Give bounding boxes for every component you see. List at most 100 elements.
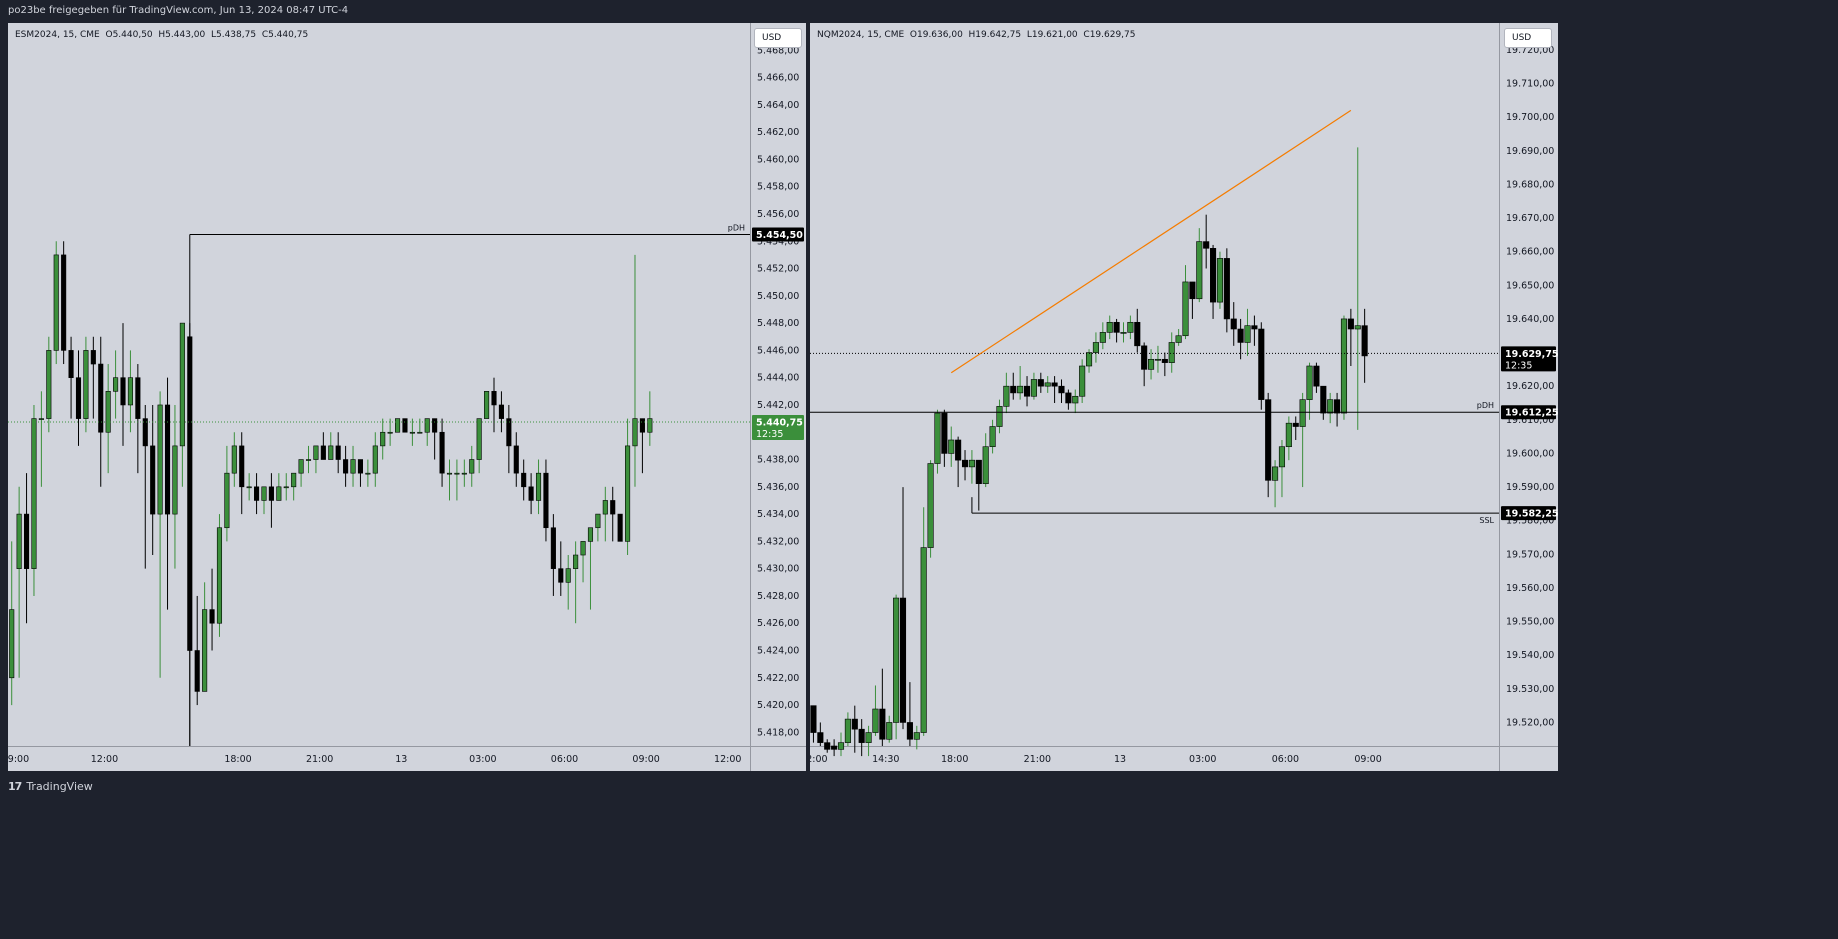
level-price-tag <box>1501 405 1556 420</box>
y-tick-label: 5.434,00 <box>757 509 799 520</box>
candle-down <box>68 350 74 378</box>
y-tick-label: 19.610,00 <box>1506 415 1554 426</box>
y-tick-label: 5.428,00 <box>757 591 799 602</box>
currency-button-es[interactable]: USD <box>754 28 802 48</box>
candle-up <box>948 439 955 454</box>
candle-down <box>1258 328 1265 400</box>
y-tick-label: 5.436,00 <box>757 482 799 493</box>
candle-down <box>879 708 886 740</box>
y-tick-label: 5.458,00 <box>757 182 799 193</box>
candle-down <box>1203 241 1210 249</box>
x-tick-label: 2:00 <box>810 754 828 765</box>
candles <box>9 241 653 746</box>
candle-down <box>1161 358 1168 363</box>
chart-canvas-es[interactable]: 5.468,00 5.466,00 5.464,00 5.462,00 5.460,00… <box>8 23 806 771</box>
candle-down <box>150 445 156 515</box>
y-tick-label: 19.680,00 <box>1506 179 1554 190</box>
y-tick-label: 5.466,00 <box>757 73 799 84</box>
candle-up <box>893 597 900 723</box>
candle-up <box>461 472 467 475</box>
candle-up <box>276 486 282 501</box>
price-scale <box>1499 23 1558 771</box>
chart-canvas-nq[interactable]: 19.720,00 19.710,00 19.700,00 19.690,00 19.6… <box>810 23 1558 771</box>
candle-up <box>844 718 851 743</box>
y-tick-label: 19.640,00 <box>1506 314 1554 325</box>
chart-pane-nq[interactable]: 19.720,00 19.710,00 19.700,00 19.690,00 19.6… <box>810 23 1558 771</box>
bottom-bar: 17 TradingView <box>0 771 1568 801</box>
legend-exchange: CME <box>884 30 905 40</box>
candle-down <box>610 500 616 515</box>
candle-up <box>1120 332 1127 334</box>
candle-down <box>209 609 215 624</box>
candle-down <box>550 527 556 569</box>
candle-up <box>865 732 872 743</box>
y-tick-label: 5.452,00 <box>757 264 799 275</box>
candle-up <box>872 708 879 733</box>
candle-up <box>587 527 594 542</box>
level-name-pdh: pDH <box>1477 401 1494 410</box>
candle-up <box>1168 342 1175 363</box>
candle-down <box>491 391 497 406</box>
y-tick-label: 5.438,00 <box>757 455 799 466</box>
candle-up <box>179 322 185 447</box>
candles <box>810 147 1368 757</box>
legend-low: L5.438,75 <box>210 30 257 40</box>
candle-down <box>1141 345 1148 370</box>
candle-down <box>268 486 274 501</box>
last-price-tag <box>1501 346 1556 372</box>
candle-up <box>1196 241 1203 300</box>
x-tick-label: 21:00 <box>1024 754 1051 765</box>
candle-down <box>1058 385 1065 394</box>
candle-up <box>982 446 989 485</box>
candle-up <box>913 732 920 740</box>
candle-up <box>283 486 289 489</box>
candle-up <box>328 445 334 460</box>
y-tick-label: 5.426,00 <box>757 618 799 629</box>
candle-down <box>1023 385 1031 397</box>
x-tick-label: 18:00 <box>941 754 968 765</box>
candle-down <box>142 418 148 447</box>
candle-down <box>858 728 865 743</box>
y-tick-label: 19.530,00 <box>1506 684 1554 695</box>
candle-up <box>409 431 415 434</box>
tradingview-logo[interactable]: 17 TradingView <box>8 780 93 793</box>
y-tick-label: 5.444,00 <box>757 373 799 384</box>
candle-down <box>1210 248 1217 303</box>
legend-symbol: ESM2024 <box>15 30 58 40</box>
x-tick-label: 18:00 <box>224 754 251 765</box>
candle-down <box>402 418 408 433</box>
candle-down <box>1361 325 1368 357</box>
candle-down <box>617 513 623 542</box>
candle-down <box>513 445 519 474</box>
candle-up <box>365 472 371 475</box>
candle-down <box>831 745 838 750</box>
candle-down <box>75 377 82 419</box>
candle-down <box>506 418 512 447</box>
last-price-label: 19.629,75 <box>1505 349 1558 360</box>
chart-pane-es[interactable]: 5.468,00 5.466,00 5.464,00 5.462,00 5.460,00… <box>8 23 806 771</box>
y-tick-label: 19.590,00 <box>1506 482 1554 493</box>
legend-open: O5.440,50 <box>105 30 153 40</box>
candle-down <box>817 732 824 743</box>
candle-up <box>83 350 89 419</box>
legend-interval: 15 <box>62 30 75 40</box>
candle-up <box>573 554 579 569</box>
candle-up <box>1106 321 1113 333</box>
candle-up <box>298 459 304 474</box>
candle-down <box>543 472 549 529</box>
x-tick-label: 12:00 <box>714 754 741 765</box>
candle-down <box>1347 318 1354 330</box>
countdown-label: 12:35 <box>1505 360 1532 371</box>
currency-button-nq[interactable]: USD <box>1504 28 1552 48</box>
candle-up <box>127 377 133 406</box>
y-tick-label: 5.464,00 <box>757 100 799 111</box>
candle-up <box>53 254 59 351</box>
y-tick-label: 5.450,00 <box>757 291 799 302</box>
level-price-label: 19.582,25 <box>1505 509 1558 520</box>
y-tick-label: 5.456,00 <box>757 209 799 220</box>
candle-up <box>1278 446 1286 468</box>
candle-up <box>202 609 208 692</box>
candle-down <box>941 412 948 454</box>
candle-down <box>639 418 645 433</box>
candle-down <box>164 404 171 515</box>
